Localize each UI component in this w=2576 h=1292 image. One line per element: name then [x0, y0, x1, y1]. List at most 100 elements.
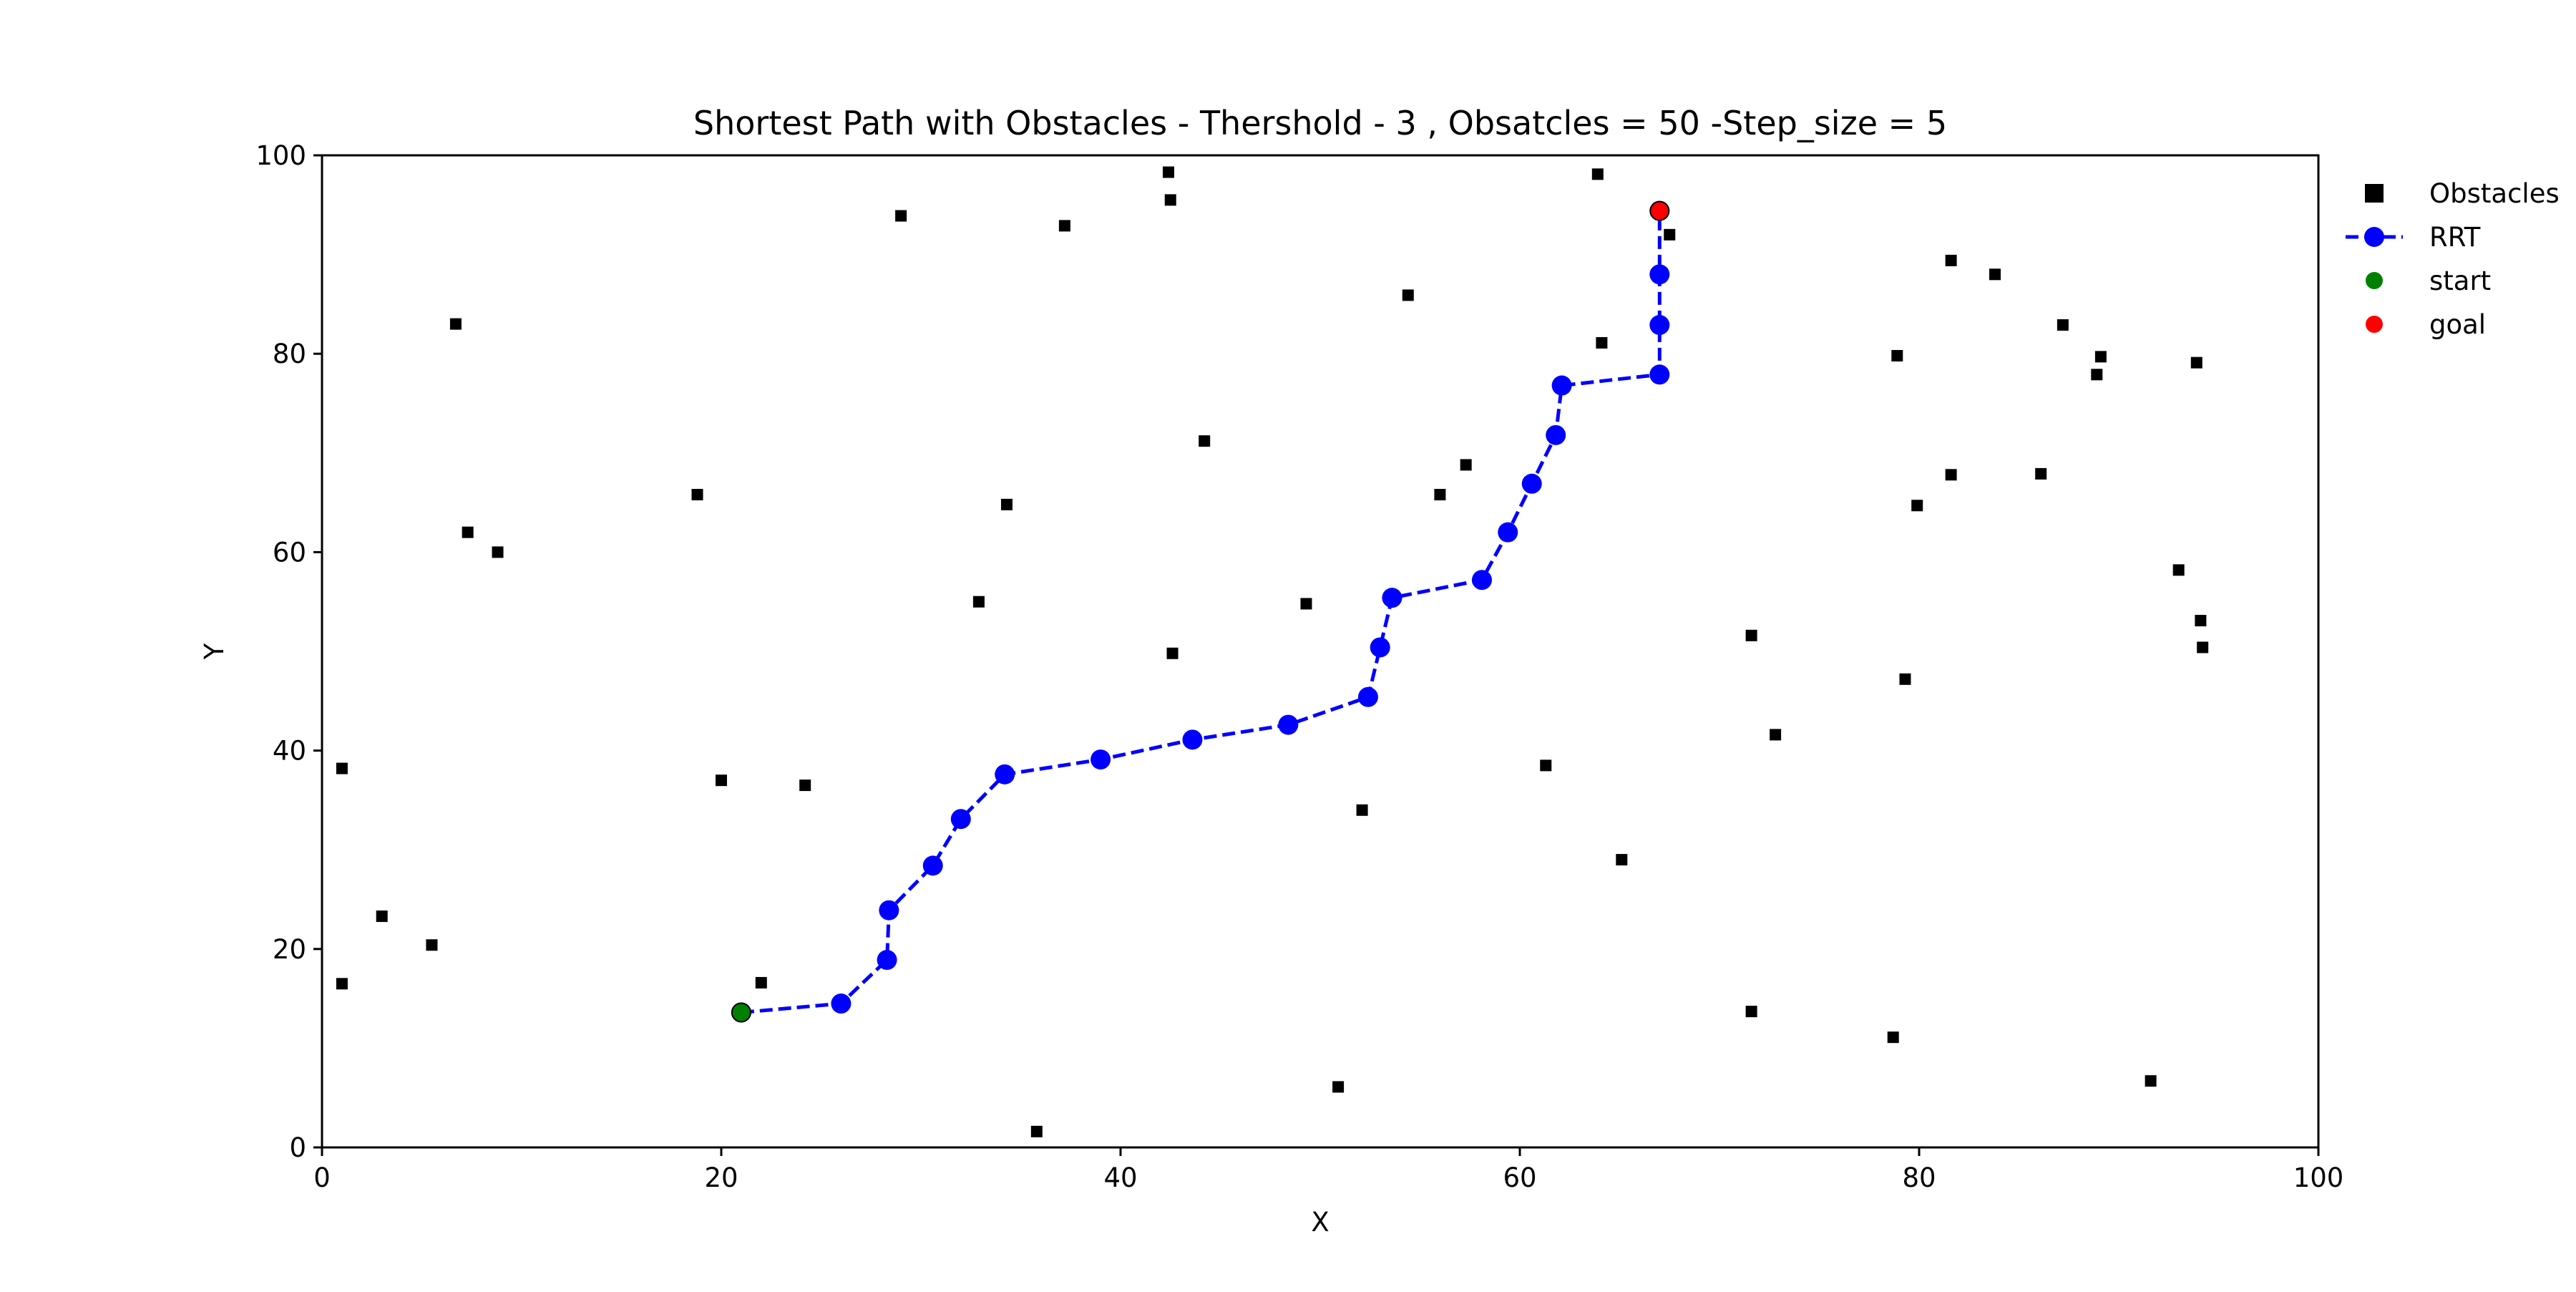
legend-start-marker — [2366, 272, 2383, 289]
legend-goal-label: goal — [2429, 309, 2486, 340]
x-tick-label: 100 — [2293, 1162, 2344, 1193]
rrt-point — [1649, 315, 1670, 336]
obstacle-marker — [1460, 459, 1472, 471]
y-tick-label: 20 — [273, 934, 306, 965]
obstacle-marker — [462, 526, 474, 538]
rrt-path-line — [741, 210, 1662, 1014]
obstacle-marker — [1911, 500, 1923, 512]
obstacle-marker — [1664, 228, 1676, 241]
plot-frame — [321, 154, 2320, 1149]
y-axis-label: Y — [199, 643, 230, 660]
rrt-point — [1546, 424, 1566, 445]
y-tick-label: 60 — [273, 537, 306, 568]
rrt-point — [1370, 637, 1390, 658]
obstacle-marker — [492, 546, 504, 558]
obstacle-marker — [799, 779, 811, 792]
rrt-point — [1498, 522, 1518, 543]
obstacle-marker — [1402, 289, 1414, 301]
legend-rrt-label: RRT — [2429, 222, 2481, 253]
obstacle-marker — [1356, 804, 1368, 816]
x-tick-label: 0 — [313, 1162, 331, 1193]
obstacle-marker — [1899, 673, 1911, 685]
x-tick-label: 80 — [1902, 1162, 1936, 1193]
chart-title: Shortest Path with Obstacles - Thershold… — [693, 104, 1947, 142]
rrt-point — [1278, 714, 1299, 735]
obstacle-marker — [1300, 598, 1312, 610]
obstacle-marker — [2172, 564, 2185, 576]
obstacle-marker — [755, 976, 767, 989]
y-tick-label: 80 — [273, 339, 306, 369]
obstacle-marker — [1164, 194, 1176, 206]
obstacle-marker — [1745, 1006, 1757, 1018]
y-tick-label: 100 — [255, 140, 306, 171]
axes: 0 20 40 60 80 100 0 20 40 60 80 100 — [255, 140, 2343, 1193]
obstacle-marker — [426, 939, 438, 951]
legend-goal-marker — [2366, 316, 2383, 333]
x-tick-label: 40 — [1103, 1162, 1137, 1193]
obstacle-marker — [2190, 356, 2202, 369]
obstacle-marker — [1745, 629, 1757, 641]
obstacle-marker — [1596, 336, 1608, 349]
obstacle-marker — [1199, 435, 1211, 447]
rrt-point — [1649, 364, 1670, 385]
rrt-point — [879, 900, 899, 921]
obstacle-marker — [336, 762, 348, 774]
start-point — [731, 1002, 751, 1023]
obstacle-marker — [1887, 1031, 1899, 1044]
rrt-point — [1649, 264, 1670, 285]
obstacle-marker — [376, 910, 388, 923]
rrt-point — [1091, 749, 1111, 770]
goal-point — [1649, 200, 1670, 221]
obstacle-marker — [1616, 854, 1628, 866]
obstacle-marker — [1058, 220, 1070, 232]
obstacle-marker — [1332, 1081, 1345, 1093]
y-tick-label: 0 — [289, 1132, 306, 1163]
obstacle-marker — [2035, 467, 2047, 480]
rrt-point — [922, 855, 943, 876]
rrt-point — [1471, 570, 1492, 591]
legend-start-label: start — [2429, 266, 2491, 296]
obstacle-marker — [2195, 615, 2207, 627]
obstacle-marker — [1891, 349, 1903, 361]
obstacle-marker — [2197, 641, 2209, 654]
rrt-point — [1182, 729, 1203, 750]
obstacle-marker — [895, 210, 907, 222]
obstacle-marker — [1989, 268, 2001, 281]
x-axis-label: X — [1311, 1207, 1329, 1238]
rrt-point — [950, 809, 971, 830]
rrt-point — [1382, 588, 1402, 608]
legend: Obstacles RRT start goal — [2346, 178, 2560, 340]
plot-area — [336, 166, 2209, 1137]
rrt-point — [877, 950, 897, 971]
rrt-point — [995, 764, 1015, 785]
x-tick-label: 20 — [704, 1162, 738, 1193]
obstacle-marker — [2145, 1075, 2157, 1087]
obstacle-marker — [1591, 168, 1604, 180]
obstacle-marker — [716, 774, 727, 787]
rrt-point — [1521, 473, 1542, 494]
obstacle-marker — [2057, 319, 2069, 331]
obstacle-marker — [2091, 369, 2103, 381]
rrt-point — [831, 994, 852, 1014]
obstacle-marker — [1434, 489, 1446, 501]
obstacle-marker — [1166, 647, 1179, 659]
obstacle-marker — [336, 978, 348, 990]
obstacle-marker — [1770, 729, 1782, 741]
obstacle-marker — [1162, 166, 1174, 178]
rrt-point — [1357, 686, 1378, 707]
obstacle-marker — [1030, 1125, 1043, 1137]
obstacle-marker — [1000, 498, 1013, 510]
obstacle-marker — [972, 596, 985, 608]
legend-obstacles-label: Obstacles — [2429, 178, 2560, 209]
obstacle-marker — [2094, 351, 2107, 363]
x-tick-label: 60 — [1503, 1162, 1536, 1193]
y-tick-label: 40 — [273, 736, 306, 767]
legend-rrt-marker — [2364, 227, 2384, 247]
obstacle-marker — [449, 318, 462, 330]
rrt-point — [1551, 375, 1572, 396]
legend-obstacles-marker — [2365, 184, 2384, 203]
obstacle-marker — [1945, 469, 1957, 481]
